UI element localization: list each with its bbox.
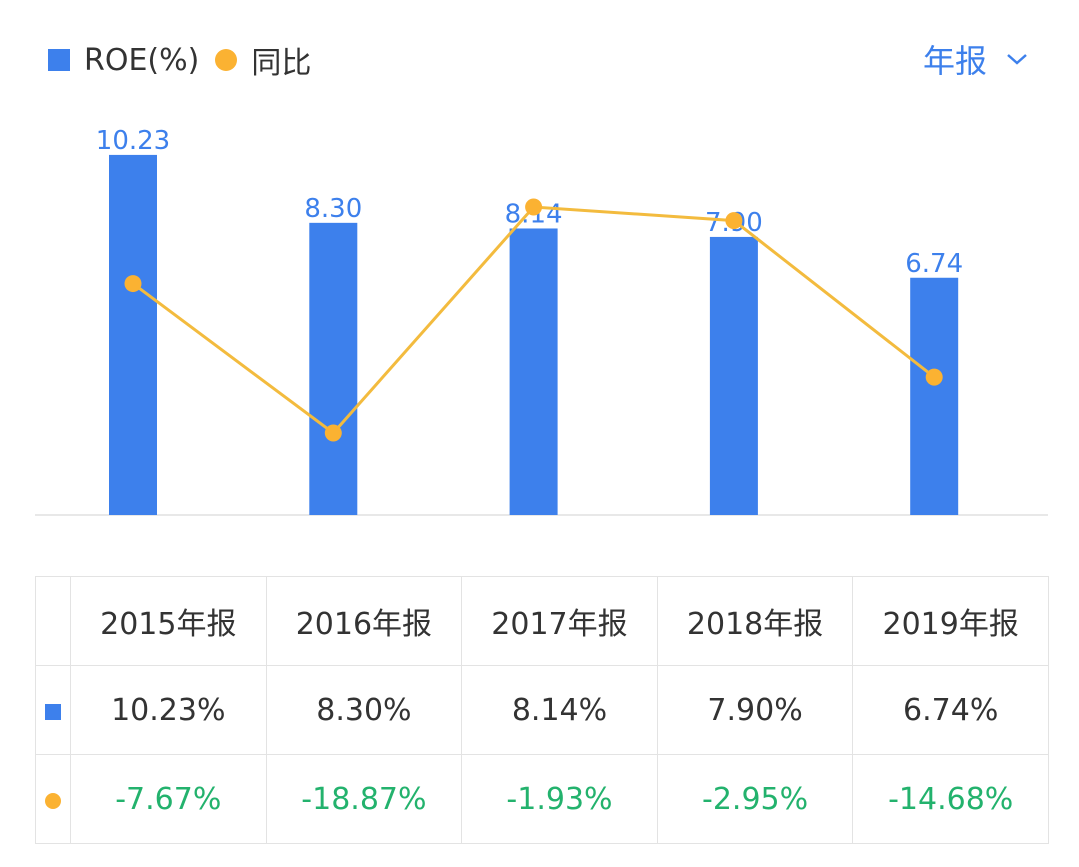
yoy-point [925,368,943,386]
yoy-point [525,198,543,216]
roe-bar [509,228,558,516]
roe-cell: 10.23% [70,665,267,755]
yoy-cell: -18.87% [265,754,463,844]
header-cell: 2018年报 [656,576,854,666]
roe-cell: 6.74% [852,665,1049,755]
yoy-point [725,212,743,230]
table-row-roe: 10.23% 8.30% 8.14% 7.90% 6.74% [35,665,1049,755]
roe-data-label: 6.74 [905,249,963,279]
roe-data-label: 8.30 [304,194,362,224]
data-table: 2015年报 2016年报 2017年报 2018年报 2019年报 10.23… [35,576,1049,844]
yoy-row-marker [45,792,61,809]
chevron-down-icon [1007,54,1027,65]
yoy-cell: -7.67% [70,754,267,844]
yoy-legend-label: 同比 [251,46,312,81]
roe-bar [309,222,358,515]
yoy-point [124,275,142,293]
roe-data-label: 10.23 [96,126,170,156]
roe-cell: 8.30% [265,665,463,755]
yoy-cell: -1.93% [461,754,658,844]
header-cell: 2017年报 [461,576,658,666]
header-cell: 2019年报 [852,576,1049,666]
header-cell: 2016年报 [265,576,463,666]
roe-cell: 7.90% [656,665,854,755]
roe-legend-label: ROE(%) [84,42,200,78]
roe-row-marker [45,703,61,720]
roe-bar [109,154,157,516]
yoy-point [324,424,342,442]
roe-bar [709,236,758,516]
legend: ROE(%) 同比 [48,38,311,82]
table-row-yoy: -7.67% -18.87% -1.93% -2.95% -14.68% [35,754,1049,844]
header-cell: 2015年报 [70,576,267,666]
yoy-legend-marker [215,49,238,71]
roe-bar [910,277,959,515]
roe-chart: 10.238.308.147.906.74 [35,126,1048,516]
roe-cell: 8.14% [461,665,658,755]
roe-legend-marker [48,49,70,71]
period-selector[interactable]: 年报 [923,36,1029,82]
yoy-cell: -2.95% [656,754,854,844]
period-label: 年报 [922,42,987,80]
yoy-cell: -14.68% [852,754,1049,844]
table-header-row: 2015年报 2016年报 2017年报 2018年报 2019年报 [35,576,1049,666]
